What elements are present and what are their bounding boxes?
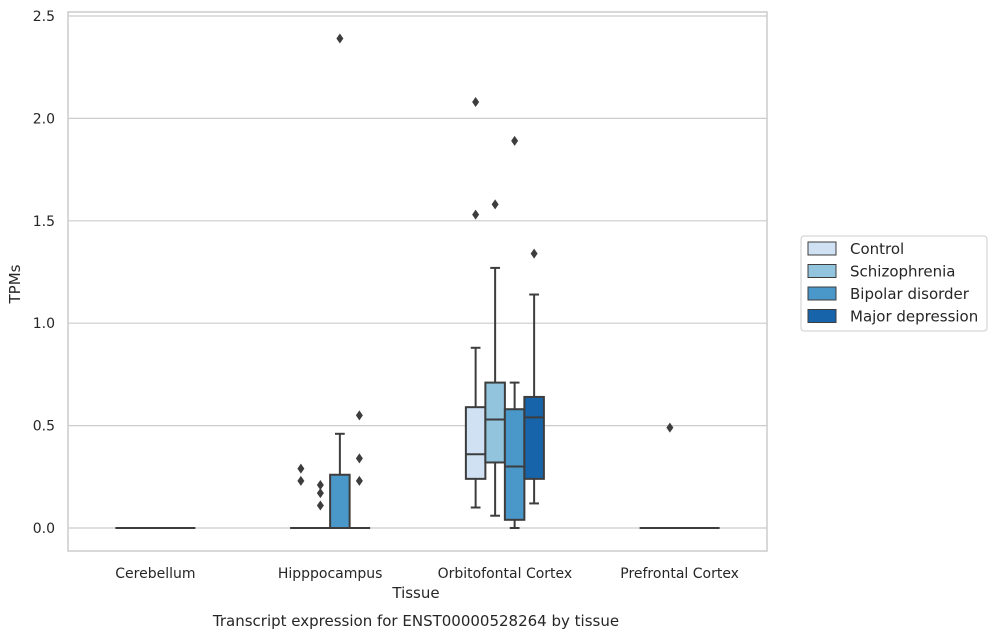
outlier-point [316, 488, 324, 499]
x-tick-label: Cerebellum [115, 566, 195, 582]
grid-lines [68, 15, 767, 529]
boxes [115, 33, 720, 530]
box-iqr [464, 406, 487, 480]
box-iqr [484, 381, 506, 464]
outlier-point [297, 475, 305, 486]
legend-swatch [807, 241, 837, 256]
legend-frame [800, 235, 988, 332]
outlier-point [666, 422, 674, 433]
outlier-point [511, 135, 519, 146]
outlier-point [491, 199, 499, 210]
y-tick-label: 2.5 [33, 9, 55, 25]
x-tick-label: Prefrontal Cortex [620, 566, 739, 582]
outlier-point [472, 97, 480, 108]
y-tick-label: 1.5 [33, 214, 55, 230]
legend-label: Control [850, 240, 904, 258]
outlier-point [472, 209, 480, 220]
box-control [290, 463, 312, 530]
outlier-point [316, 500, 324, 511]
x-tick-label: Orbitofontal Cortex [438, 566, 573, 582]
x-tick-labels: Cerebellum Hipppocampus Orbitofontal Corte… [115, 566, 739, 582]
y-tick-labels: 0.0 0.5 1.0 1.5 2.0 2.5 [33, 9, 55, 537]
y-tick-label: 2.0 [33, 111, 55, 127]
outlier-point [336, 33, 344, 44]
legend-swatch [807, 286, 837, 301]
box-bipolar-disorder [503, 135, 526, 529]
y-tick-label: 0.5 [33, 419, 55, 435]
box-schizophrenia [309, 479, 332, 530]
box-major-depression [523, 248, 545, 505]
legend-label: Major depression [850, 308, 978, 326]
x-axis-label: Tissue [391, 584, 439, 602]
outlier-point [297, 463, 305, 474]
outlier-point [316, 479, 324, 490]
box-iqr [503, 408, 526, 521]
legend-swatch [807, 309, 837, 323]
x-tick-label: Hipppocampus [278, 566, 383, 582]
outlier-point [530, 248, 538, 259]
box-schizophrenia [484, 199, 506, 517]
y-tick-label: 0.0 [33, 521, 55, 537]
legend: Control Schizophrenia Bipolar disorder Majo… [800, 235, 988, 332]
y-tick-label: 1.0 [33, 316, 55, 332]
box-major-depression [348, 410, 371, 530]
outlier-point [355, 475, 363, 486]
legend-swatch [807, 264, 837, 278]
chart-caption: Transcript expression for ENST0000052826… [212, 612, 619, 630]
box-iqr [523, 395, 545, 480]
box-control [464, 97, 487, 509]
outlier-point [355, 453, 363, 464]
box-schizophrenia [659, 422, 681, 530]
outlier-point [355, 410, 363, 421]
legend-label: Bipolar disorder [850, 285, 970, 303]
legend-label: Schizophrenia [850, 263, 955, 281]
box-iqr [329, 473, 351, 530]
plot-area-frame [67, 11, 768, 552]
y-axis-label: TPMs [6, 264, 24, 304]
box-bipolar-disorder [329, 33, 351, 530]
